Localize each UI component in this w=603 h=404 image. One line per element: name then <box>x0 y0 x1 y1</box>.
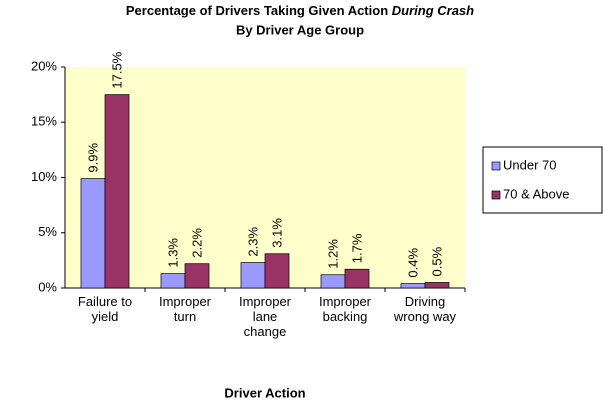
value-label: 0.5% <box>429 246 444 276</box>
value-label: 1.3% <box>165 238 180 268</box>
bar <box>240 262 266 289</box>
bar <box>160 273 186 289</box>
x-axis-label: Driver Action <box>224 385 305 400</box>
value-label: 3.1% <box>269 218 284 248</box>
title-emphasis: During Crash <box>392 3 474 18</box>
chart-subtitle: By Driver Age Group <box>236 22 364 37</box>
bar <box>424 282 450 289</box>
y-tick-label: 0% <box>38 279 57 294</box>
x-tick-label: Failure to yield <box>77 294 133 324</box>
value-label: 0.4% <box>405 248 420 278</box>
bar <box>80 178 106 289</box>
legend-swatch <box>491 161 501 171</box>
x-tick-label: Improper backing <box>318 294 372 324</box>
bar <box>320 274 346 289</box>
value-label: 17.5% <box>109 51 124 88</box>
bar <box>264 253 290 289</box>
title-main: Percentage of Drivers Taking Given Actio… <box>126 3 388 18</box>
y-tick-label: 10% <box>31 169 57 184</box>
legend-label: Under 70 <box>503 157 556 172</box>
x-tick-label: Improper lane change <box>238 294 292 339</box>
y-tick-label: 15% <box>31 114 57 129</box>
y-tick-label: 5% <box>38 224 57 239</box>
chart-title: Percentage of Drivers Taking Given Actio… <box>126 3 474 18</box>
plot-area <box>65 67 465 288</box>
bar <box>400 283 426 289</box>
bar <box>104 94 130 289</box>
x-tick-label: Improper turn <box>158 294 212 324</box>
legend-swatch <box>491 190 501 200</box>
legend-box <box>482 146 603 214</box>
y-tick-label: 20% <box>31 58 57 73</box>
legend-label: 70 & Above <box>503 186 570 201</box>
bar <box>184 263 210 289</box>
bar <box>344 268 370 289</box>
value-label: 1.2% <box>325 239 340 269</box>
value-label: 2.2% <box>189 228 204 258</box>
value-label: 9.9% <box>85 143 100 173</box>
value-label: 2.3% <box>245 227 260 257</box>
value-label: 1.7% <box>349 233 364 263</box>
x-tick-label: Driving wrong way <box>393 294 457 324</box>
